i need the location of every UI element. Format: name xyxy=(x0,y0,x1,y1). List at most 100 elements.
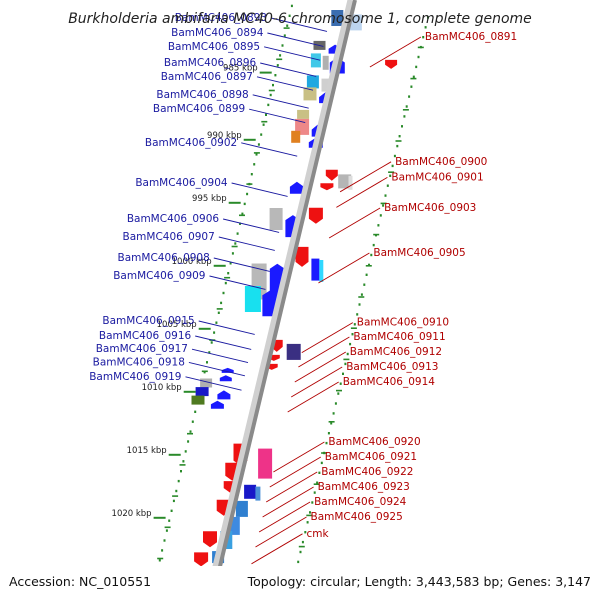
gene-label-right: BamMC406_0911 xyxy=(353,331,445,343)
scale-dot xyxy=(255,153,258,156)
gene-label-right: cmk xyxy=(307,528,330,540)
scale-dot xyxy=(286,24,289,27)
scale-dot xyxy=(346,352,349,356)
scale-dot xyxy=(377,224,380,227)
scale-dot xyxy=(386,184,389,187)
gene-label-left: BamMC406_0907 xyxy=(123,231,215,243)
leader-line xyxy=(191,348,249,364)
gene-block xyxy=(195,387,209,397)
leader-line xyxy=(258,501,311,533)
gene-block xyxy=(331,10,344,26)
scale-dot xyxy=(401,125,403,128)
scale-dot xyxy=(206,361,208,364)
gene-block xyxy=(244,286,261,312)
scale-dot xyxy=(163,539,166,542)
scale-dot xyxy=(210,341,213,344)
scale-dot xyxy=(306,521,309,524)
scale-dot xyxy=(246,192,249,196)
scale-dot xyxy=(301,540,304,544)
leader-line xyxy=(301,322,354,353)
gene-label-left: BamMC406_0894 xyxy=(171,27,264,39)
kbp-label: 1020 kbp xyxy=(112,509,152,519)
scale-dot xyxy=(224,281,227,285)
scale-dot xyxy=(250,173,253,176)
scale-dot xyxy=(415,65,418,69)
scale-dot xyxy=(177,479,180,483)
leader-line xyxy=(241,142,298,157)
gene-arrow xyxy=(325,169,338,181)
gene-arrow xyxy=(221,367,234,373)
scale-dot xyxy=(353,323,356,326)
gene-label-left: BamMC406_0909 xyxy=(113,270,205,282)
gene-label-left: BamMC406_0918 xyxy=(93,356,185,368)
gene-block xyxy=(297,109,310,119)
gene-label-left: BamMC406_0919 xyxy=(89,371,181,383)
scale-dot xyxy=(405,105,408,108)
leader-line xyxy=(255,516,307,548)
scale-dot xyxy=(189,430,192,433)
gene-label-left: BamMC406_0899 xyxy=(153,103,245,115)
gene-block xyxy=(349,14,362,31)
gene-label-right: BamMC406_0921 xyxy=(325,451,417,463)
gene-arrow xyxy=(194,552,209,567)
scale-dot xyxy=(393,154,396,158)
scale-dot xyxy=(220,301,223,305)
scale-dot xyxy=(410,85,413,88)
gene-block xyxy=(311,258,320,281)
scale-dot xyxy=(403,115,406,118)
scale-dot xyxy=(274,74,277,77)
gene-label-right: BamMC406_0913 xyxy=(346,361,438,373)
gene-block xyxy=(255,486,261,501)
gene-arrow xyxy=(308,207,323,224)
scale-dot xyxy=(358,303,361,306)
gene-label-right: BamMC406_0925 xyxy=(311,511,403,523)
gene-label-right: BamMC406_0923 xyxy=(318,481,410,493)
scale-dot xyxy=(194,410,197,413)
footer-backdrop xyxy=(0,566,600,600)
gene-arrow xyxy=(320,183,334,191)
kbp-label: 1010 kbp xyxy=(142,383,182,393)
scale-dot xyxy=(327,432,330,435)
scale-dot xyxy=(231,252,234,255)
gene-label-right: BamMC406_0900 xyxy=(395,156,487,168)
scale-dot xyxy=(337,392,340,395)
gene-label-right: BamMC406_0905 xyxy=(373,247,465,259)
scale-dot xyxy=(304,531,307,534)
scale-dot xyxy=(417,55,420,59)
scale-dot xyxy=(229,262,232,265)
leader-line xyxy=(256,76,314,91)
gene-block xyxy=(191,395,205,405)
gene-label-right: BamMC406_0924 xyxy=(314,496,407,508)
scale-dot xyxy=(384,194,387,197)
scale-dot xyxy=(344,362,347,366)
leader-line xyxy=(249,108,306,124)
gene-label-left: BamMC406_0917 xyxy=(96,343,188,355)
scale-dot xyxy=(283,34,286,37)
scale-dot xyxy=(187,440,190,443)
scale-dot xyxy=(203,371,206,374)
scale-dot xyxy=(165,529,168,532)
scale-dot xyxy=(363,283,366,286)
kbp-label: 990 kbp xyxy=(207,131,242,141)
scale-dot xyxy=(213,331,216,334)
scale-dot xyxy=(253,163,256,166)
scale-dot xyxy=(182,460,185,463)
scale-dot xyxy=(222,291,225,295)
scale-dot xyxy=(325,441,328,445)
gene-label-left: BamMC406_0896 xyxy=(164,57,257,69)
leader-line xyxy=(188,361,246,377)
leader-line xyxy=(270,17,328,32)
leader-line xyxy=(222,218,280,233)
gene-label-left: BamMC406_0916 xyxy=(99,330,192,342)
scale-dot xyxy=(408,95,411,98)
scale-dot xyxy=(382,204,385,207)
gene-arrow xyxy=(210,400,224,409)
gene-block xyxy=(321,78,332,92)
gene-label-right: BamMC406_0891 xyxy=(425,31,517,43)
scale-dot xyxy=(175,489,178,493)
kbp-label: 995 kbp xyxy=(192,194,227,204)
gene-block xyxy=(286,343,301,360)
leader-line xyxy=(209,275,266,290)
